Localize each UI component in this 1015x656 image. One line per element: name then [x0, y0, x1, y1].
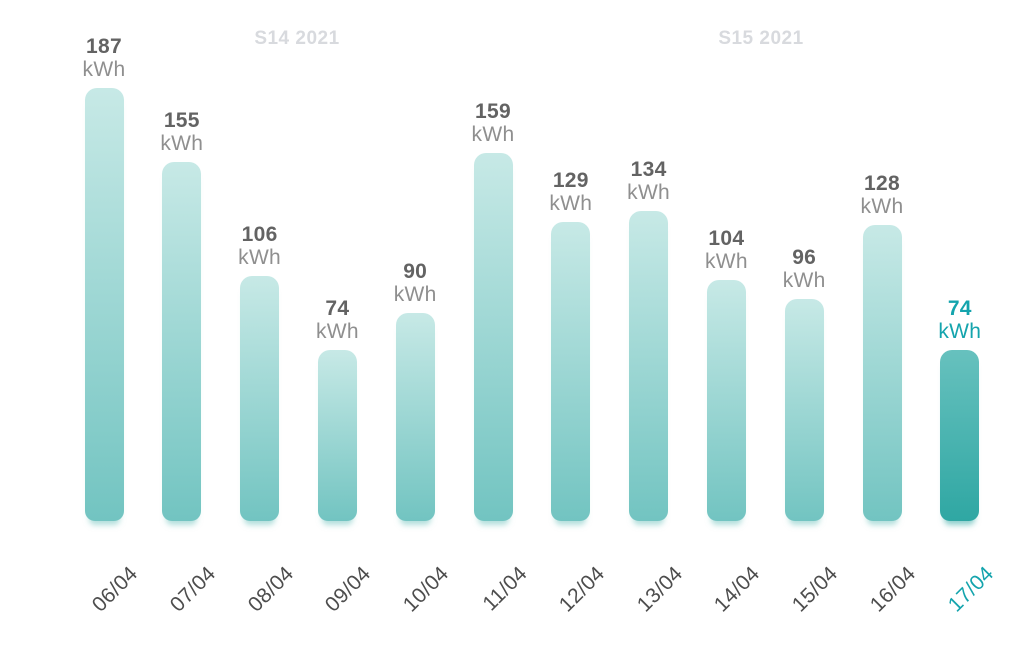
bar[interactable]: [84, 88, 124, 521]
bar[interactable]: [162, 162, 202, 521]
bar[interactable]: [395, 313, 435, 521]
bar-value: 104: [708, 227, 745, 250]
bar-unit: kWh: [393, 283, 437, 306]
bar[interactable]: [473, 153, 513, 521]
bar-unit: kWh: [549, 192, 593, 215]
bar-unit: kWh: [938, 320, 982, 343]
bar-value-label: 134 kWh: [589, 158, 709, 204]
bar-value-label: 96 kWh: [744, 246, 864, 292]
bar[interactable]: [706, 280, 746, 521]
bar-unit: kWh: [471, 123, 515, 146]
x-axis-label: 11/04: [477, 562, 532, 616]
bar-value-label: 128 kWh: [822, 172, 942, 218]
bar-value-label: 187 kWh: [44, 35, 164, 81]
bar-value: 134: [630, 158, 667, 181]
x-axis-label: 17/04: [943, 562, 999, 617]
bar[interactable]: [629, 211, 669, 521]
x-axis-label: 09/04: [321, 562, 376, 617]
bar-value: 159: [475, 100, 511, 123]
x-axis-label: 10/04: [398, 562, 454, 617]
bar[interactable]: [784, 299, 824, 521]
bar-unit: kWh: [627, 181, 671, 204]
bar[interactable]: [240, 276, 280, 521]
bar-unit: kWh: [315, 320, 359, 343]
bar-unit: kWh: [238, 246, 282, 269]
bar-value-label: 106 kWh: [200, 223, 320, 269]
bar-value: 129: [552, 169, 589, 192]
bar-unit: kWh: [82, 58, 126, 81]
bar-value-label: 155 kWh: [122, 109, 242, 155]
bar[interactable]: [862, 225, 902, 521]
bar-value: 128: [864, 172, 900, 195]
bar-selected[interactable]: [940, 350, 980, 521]
x-axis-label: 08/04: [243, 562, 298, 617]
x-axis-label: 06/04: [87, 562, 143, 617]
bar-value-label: 74 kWh: [277, 297, 397, 343]
bar-value: 155: [163, 109, 200, 132]
x-axis-label: 15/04: [787, 562, 843, 617]
bar-unit: kWh: [704, 250, 748, 273]
bar-value: 106: [241, 223, 278, 246]
bar-value-label: 90 kWh: [355, 260, 475, 306]
week-label-s14: S14 2021: [254, 28, 340, 49]
x-axis-label: 12/04: [554, 562, 610, 617]
bar-unit: kWh: [782, 269, 826, 292]
bar-value: 74: [947, 297, 972, 320]
bar[interactable]: [317, 350, 357, 521]
bar-value: 187: [86, 35, 122, 58]
bar[interactable]: [551, 222, 591, 521]
x-axis-label: 16/04: [865, 562, 921, 617]
bar-value-label: 129 kWh: [511, 169, 631, 215]
bar-value-label: 74 kWh: [900, 297, 1015, 343]
bar-value: 90: [403, 260, 428, 283]
bar-unit: kWh: [160, 132, 204, 155]
x-axis-label: 07/04: [165, 562, 221, 617]
bar-value: 96: [792, 246, 817, 269]
x-axis-label: 14/04: [710, 562, 765, 617]
bar-unit: kWh: [860, 195, 904, 218]
bar-value-label: 159 kWh: [433, 100, 553, 146]
week-label-s15: S15 2021: [718, 28, 804, 49]
x-axis-label: 13/04: [632, 562, 687, 617]
bar-value: 74: [325, 297, 350, 320]
bar-value-label: 104 kWh: [666, 227, 786, 273]
